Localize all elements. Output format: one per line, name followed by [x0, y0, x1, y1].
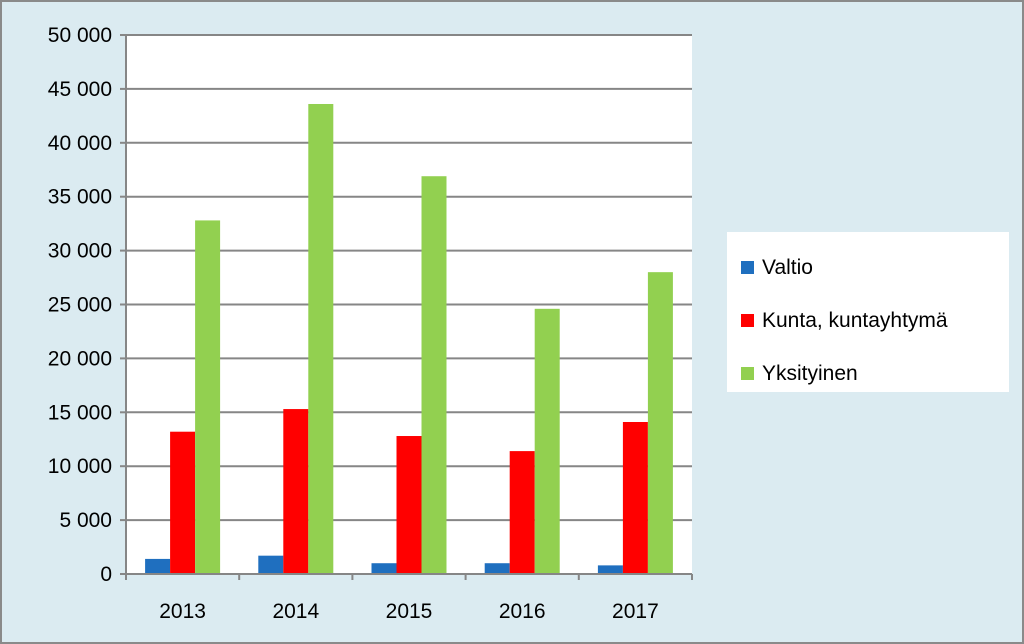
bar-valtio-2016	[484, 563, 510, 574]
legend-item-yksityinen: Yksityinen	[727, 347, 1009, 400]
legend-item-kunta: Kunta, kuntayhtymä	[727, 294, 1009, 347]
legend-label-valtio: Valtio	[762, 255, 813, 279]
x-category-label: 2017	[612, 600, 659, 623]
bar-valtio-2013	[145, 558, 171, 574]
y-tick-label: 5 000	[59, 509, 112, 532]
bar-yksityinen-2016	[534, 308, 560, 574]
bar-kunta-kuntayhtym--2014	[283, 409, 309, 574]
y-tick-label: 20 000	[48, 347, 112, 370]
y-tick-label: 40 000	[48, 132, 112, 155]
x-category-label: 2013	[159, 600, 206, 623]
y-tick-label: 30 000	[48, 240, 112, 263]
y-tick-label: 0	[100, 563, 112, 586]
legend-swatch-valtio	[741, 261, 754, 274]
axes	[120, 34, 693, 580]
bar-yksityinen-2017	[647, 272, 673, 574]
legend-item-valtio: Valtio	[727, 241, 1009, 294]
legend-swatch-yksityinen	[741, 367, 754, 380]
bar-yksityinen-2015	[421, 176, 447, 574]
bar-valtio-2017	[597, 565, 623, 574]
bar-kunta-kuntayhtym--2013	[170, 431, 196, 574]
bar-kunta-kuntayhtym--2016	[509, 451, 535, 574]
y-tick-label: 45 000	[48, 78, 112, 101]
bar-valtio-2015	[371, 563, 397, 574]
bars	[145, 103, 673, 574]
x-category-label: 2014	[272, 600, 319, 623]
bar-yksityinen-2014	[308, 103, 334, 574]
bar-yksityinen-2013	[195, 220, 221, 574]
bar-kunta-kuntayhtym--2015	[396, 436, 422, 574]
legend-label-yksityinen: Yksityinen	[762, 361, 858, 385]
y-tick-label: 10 000	[48, 455, 112, 478]
y-tick-label: 50 000	[48, 24, 112, 47]
x-category-label: 2016	[499, 600, 546, 623]
x-category-label: 2015	[386, 600, 433, 623]
y-tick-label: 25 000	[48, 294, 112, 317]
bar-valtio-2014	[258, 555, 284, 574]
legend: Valtio Kunta, kuntayhtymä Yksityinen	[727, 232, 1009, 392]
bar-kunta-kuntayhtym--2017	[622, 422, 648, 574]
legend-label-kunta: Kunta, kuntayhtymä	[762, 308, 948, 332]
legend-swatch-kunta	[741, 314, 754, 327]
y-tick-label: 35 000	[48, 186, 112, 209]
y-tick-label: 15 000	[48, 401, 112, 424]
axis-labels: 0 5 000 10 000 15 000 20 000 25 000 30 000 35 0…	[48, 24, 659, 623]
